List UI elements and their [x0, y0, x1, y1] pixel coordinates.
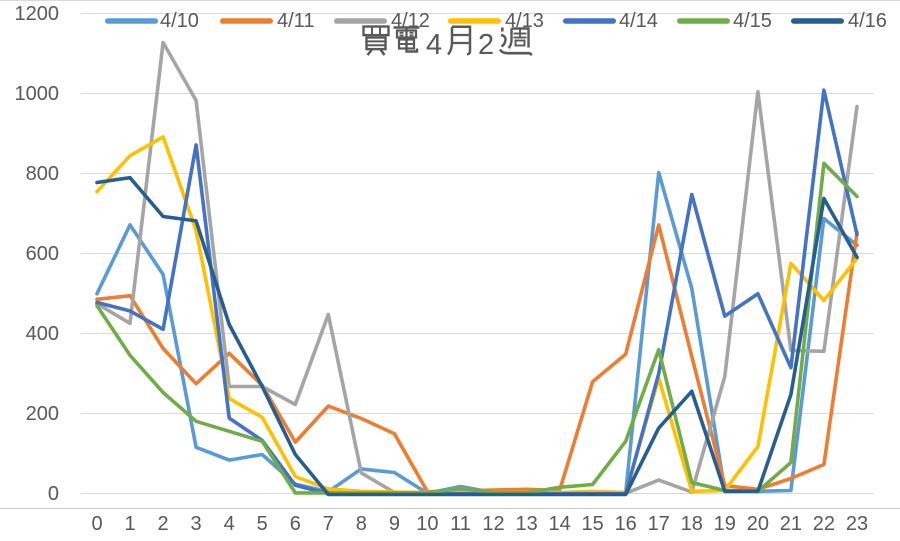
svg-text:0: 0 — [91, 513, 102, 535]
svg-text:200: 200 — [26, 403, 59, 425]
svg-text:4/11: 4/11 — [277, 10, 314, 32]
svg-text:22: 22 — [813, 513, 835, 535]
svg-text:14: 14 — [548, 513, 570, 535]
svg-text:4: 4 — [426, 29, 442, 61]
svg-text:11: 11 — [450, 513, 471, 535]
svg-text:4: 4 — [224, 513, 235, 535]
svg-text:5: 5 — [257, 513, 268, 535]
svg-text:13: 13 — [515, 513, 537, 535]
svg-text:18: 18 — [681, 513, 703, 535]
svg-text:12: 12 — [482, 513, 504, 535]
svg-text:10: 10 — [416, 513, 438, 535]
svg-text:21: 21 — [780, 513, 802, 535]
svg-text:4/12: 4/12 — [391, 10, 430, 32]
svg-text:19: 19 — [714, 513, 736, 535]
svg-text:4/15: 4/15 — [733, 10, 772, 32]
svg-text:4/10: 4/10 — [160, 10, 199, 32]
svg-text:6: 6 — [290, 513, 301, 535]
svg-text:2: 2 — [158, 513, 169, 535]
svg-text:4/14: 4/14 — [619, 10, 658, 32]
svg-text:600: 600 — [26, 243, 59, 265]
svg-text:1200: 1200 — [15, 3, 60, 25]
svg-text:23: 23 — [846, 513, 868, 535]
svg-text:16: 16 — [615, 513, 637, 535]
svg-text:2: 2 — [478, 29, 494, 61]
svg-text:8: 8 — [356, 513, 367, 535]
svg-text:17: 17 — [648, 513, 670, 535]
svg-text:4/16: 4/16 — [848, 10, 887, 32]
svg-text:1: 1 — [124, 513, 135, 535]
svg-text:1000: 1000 — [15, 83, 60, 105]
svg-text:20: 20 — [747, 513, 769, 535]
svg-text:15: 15 — [581, 513, 603, 535]
svg-text:400: 400 — [26, 323, 59, 345]
svg-text:0: 0 — [48, 483, 59, 505]
svg-text:7: 7 — [323, 513, 334, 535]
svg-text:800: 800 — [26, 163, 59, 185]
svg-text:4/13: 4/13 — [505, 10, 544, 32]
svg-text:9: 9 — [389, 513, 400, 535]
svg-text:3: 3 — [191, 513, 202, 535]
